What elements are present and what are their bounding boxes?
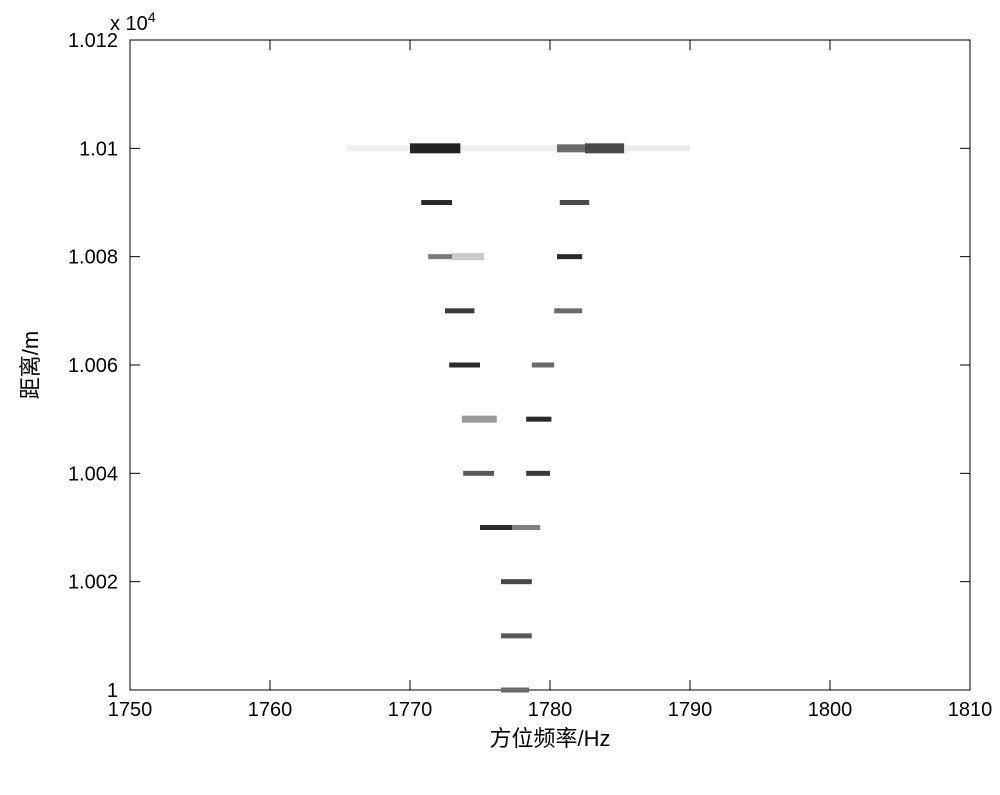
data-mark: [501, 633, 532, 638]
data-mark: [449, 363, 480, 368]
data-mark: [526, 417, 551, 422]
data-mark: [557, 254, 582, 259]
y-tick-label: 1.006: [68, 355, 118, 377]
y-tick-label: 1.008: [68, 247, 118, 269]
data-mark: [480, 525, 512, 530]
y-tick-label: 1: [107, 680, 118, 702]
data-mark: [557, 144, 585, 152]
y-axis-label: 距离/m: [18, 331, 43, 399]
x-tick-label: 1750: [108, 699, 153, 721]
data-mark: [560, 200, 589, 205]
data-mark: [463, 471, 494, 476]
data-mark: [462, 416, 497, 423]
data-mark: [445, 308, 474, 313]
data-mark: [347, 145, 410, 151]
data-mark: [512, 525, 540, 530]
x-tick-label: 1770: [388, 699, 433, 721]
data-mark: [532, 363, 554, 368]
y-tick-label: 1.01: [79, 138, 118, 160]
data-mark: [410, 143, 460, 153]
y-tick-label: 1.004: [68, 463, 118, 485]
data-mark: [501, 579, 532, 584]
x-tick-label: 1790: [668, 699, 713, 721]
data-mark: [526, 471, 550, 476]
x-tick-label: 1810: [948, 699, 993, 721]
data-mark: [554, 308, 582, 313]
data-mark: [428, 254, 452, 259]
x-tick-label: 1800: [808, 699, 853, 721]
data-mark: [460, 145, 557, 151]
chart: 1750 1760 1770 1780 1790 1800 1810 1 1.002 1.004 1…: [0, 0, 1000, 790]
x-tick-label: 1780: [528, 699, 573, 721]
x-axis-label: 方位频率/Hz: [489, 726, 610, 751]
data-mark: [585, 143, 624, 153]
data-mark: [421, 200, 452, 205]
data-mark: [624, 145, 690, 151]
data-mark: [452, 253, 484, 260]
y-tick-label: 1.002: [68, 572, 118, 594]
chart-svg: 1750 1760 1770 1780 1790 1800 1810 1 1.002 1.004 1…: [0, 0, 1000, 790]
data-mark: [501, 688, 529, 693]
x-tick-label: 1760: [248, 699, 293, 721]
y-exponent-label: x 104: [110, 9, 156, 35]
